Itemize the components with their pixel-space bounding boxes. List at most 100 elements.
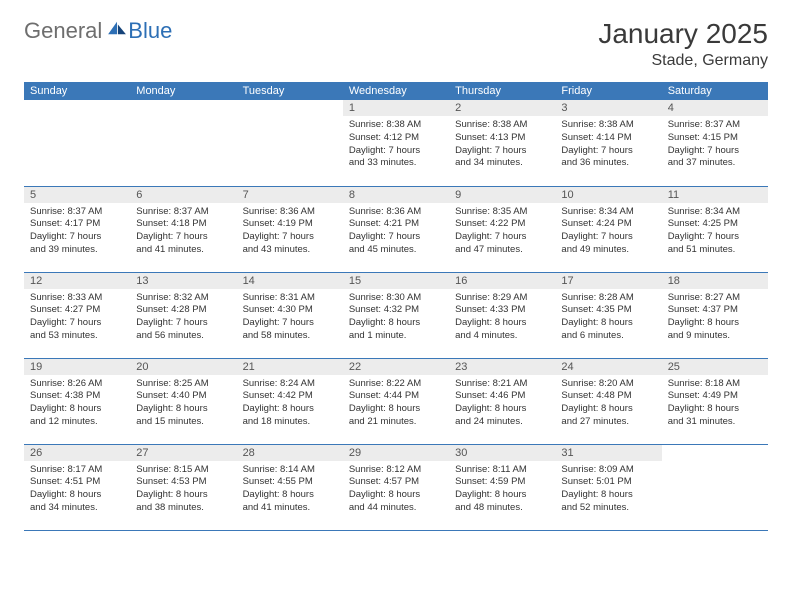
day-details: Sunrise: 8:35 AMSunset: 4:22 PMDaylight:… <box>449 203 555 261</box>
sunset-text: Sunset: 4:53 PM <box>136 476 230 489</box>
daylight1-text: Daylight: 7 hours <box>136 231 230 244</box>
weekday-header: Friday <box>555 82 661 100</box>
calendar-day-cell: 9Sunrise: 8:35 AMSunset: 4:22 PMDaylight… <box>449 186 555 272</box>
brand-text-2: Blue <box>128 18 172 44</box>
calendar-day-cell: 2Sunrise: 8:38 AMSunset: 4:13 PMDaylight… <box>449 100 555 186</box>
daylight1-text: Daylight: 7 hours <box>136 317 230 330</box>
day-number: 10 <box>555 187 661 203</box>
sunrise-text: Sunrise: 8:38 AM <box>561 119 655 132</box>
daylight1-text: Daylight: 8 hours <box>668 403 762 416</box>
day-details: Sunrise: 8:36 AMSunset: 4:21 PMDaylight:… <box>343 203 449 261</box>
daylight1-text: Daylight: 7 hours <box>30 231 124 244</box>
calendar-day-cell: 31Sunrise: 8:09 AMSunset: 5:01 PMDayligh… <box>555 444 661 530</box>
day-details: Sunrise: 8:25 AMSunset: 4:40 PMDaylight:… <box>130 375 236 433</box>
daylight2-text: and 18 minutes. <box>243 416 337 429</box>
sunset-text: Sunset: 4:32 PM <box>349 304 443 317</box>
day-details: Sunrise: 8:24 AMSunset: 4:42 PMDaylight:… <box>237 375 343 433</box>
sunset-text: Sunset: 4:35 PM <box>561 304 655 317</box>
sunset-text: Sunset: 4:30 PM <box>243 304 337 317</box>
daylight2-text: and 9 minutes. <box>668 330 762 343</box>
sunrise-text: Sunrise: 8:18 AM <box>668 378 762 391</box>
sunrise-text: Sunrise: 8:25 AM <box>136 378 230 391</box>
sunrise-text: Sunrise: 8:27 AM <box>668 292 762 305</box>
day-number: 7 <box>237 187 343 203</box>
daylight1-text: Daylight: 7 hours <box>349 145 443 158</box>
day-details: Sunrise: 8:09 AMSunset: 5:01 PMDaylight:… <box>555 461 661 519</box>
day-details: Sunrise: 8:28 AMSunset: 4:35 PMDaylight:… <box>555 289 661 347</box>
daylight2-text: and 58 minutes. <box>243 330 337 343</box>
day-number: 8 <box>343 187 449 203</box>
calendar-day-cell: 26Sunrise: 8:17 AMSunset: 4:51 PMDayligh… <box>24 444 130 530</box>
day-number: 9 <box>449 187 555 203</box>
calendar-table: Sunday Monday Tuesday Wednesday Thursday… <box>24 82 768 531</box>
daylight2-text: and 51 minutes. <box>668 244 762 257</box>
sunrise-text: Sunrise: 8:31 AM <box>243 292 337 305</box>
calendar-day-cell: 7Sunrise: 8:36 AMSunset: 4:19 PMDaylight… <box>237 186 343 272</box>
day-number: 16 <box>449 273 555 289</box>
calendar-day-cell: 25Sunrise: 8:18 AMSunset: 4:49 PMDayligh… <box>662 358 768 444</box>
daylight2-text: and 44 minutes. <box>349 502 443 515</box>
sunset-text: Sunset: 4:27 PM <box>30 304 124 317</box>
sunrise-text: Sunrise: 8:37 AM <box>30 206 124 219</box>
weekday-header: Monday <box>130 82 236 100</box>
sunset-text: Sunset: 4:48 PM <box>561 390 655 403</box>
daylight2-text: and 24 minutes. <box>455 416 549 429</box>
day-number: 14 <box>237 273 343 289</box>
daylight2-text: and 37 minutes. <box>668 157 762 170</box>
daylight2-text: and 34 minutes. <box>30 502 124 515</box>
sunrise-text: Sunrise: 8:12 AM <box>349 464 443 477</box>
daylight2-text: and 41 minutes. <box>136 244 230 257</box>
calendar-day-cell: 22Sunrise: 8:22 AMSunset: 4:44 PMDayligh… <box>343 358 449 444</box>
calendar-week-row: 1Sunrise: 8:38 AMSunset: 4:12 PMDaylight… <box>24 100 768 186</box>
day-number: 29 <box>343 445 449 461</box>
daylight1-text: Daylight: 7 hours <box>349 231 443 244</box>
sunset-text: Sunset: 4:49 PM <box>668 390 762 403</box>
calendar-day-cell: 10Sunrise: 8:34 AMSunset: 4:24 PMDayligh… <box>555 186 661 272</box>
sunrise-text: Sunrise: 8:11 AM <box>455 464 549 477</box>
daylight2-text: and 31 minutes. <box>668 416 762 429</box>
sunrise-text: Sunrise: 8:26 AM <box>30 378 124 391</box>
day-details: Sunrise: 8:20 AMSunset: 4:48 PMDaylight:… <box>555 375 661 433</box>
weekday-header-row: Sunday Monday Tuesday Wednesday Thursday… <box>24 82 768 100</box>
calendar-day-cell: 27Sunrise: 8:15 AMSunset: 4:53 PMDayligh… <box>130 444 236 530</box>
daylight2-text: and 39 minutes. <box>30 244 124 257</box>
calendar-day-cell: 28Sunrise: 8:14 AMSunset: 4:55 PMDayligh… <box>237 444 343 530</box>
daylight2-text: and 15 minutes. <box>136 416 230 429</box>
day-number: 4 <box>662 100 768 116</box>
daylight1-text: Daylight: 8 hours <box>668 317 762 330</box>
sunrise-text: Sunrise: 8:28 AM <box>561 292 655 305</box>
day-number: 21 <box>237 359 343 375</box>
daylight2-text: and 38 minutes. <box>136 502 230 515</box>
sunset-text: Sunset: 4:46 PM <box>455 390 549 403</box>
daylight1-text: Daylight: 8 hours <box>243 489 337 502</box>
calendar-day-cell: 16Sunrise: 8:29 AMSunset: 4:33 PMDayligh… <box>449 272 555 358</box>
daylight1-text: Daylight: 8 hours <box>30 489 124 502</box>
calendar-day-cell: 1Sunrise: 8:38 AMSunset: 4:12 PMDaylight… <box>343 100 449 186</box>
calendar-page: General Blue January 2025 Stade, Germany… <box>0 0 792 549</box>
calendar-week-row: 19Sunrise: 8:26 AMSunset: 4:38 PMDayligh… <box>24 358 768 444</box>
calendar-day-cell: 14Sunrise: 8:31 AMSunset: 4:30 PMDayligh… <box>237 272 343 358</box>
daylight1-text: Daylight: 8 hours <box>349 317 443 330</box>
sunrise-text: Sunrise: 8:14 AM <box>243 464 337 477</box>
daylight1-text: Daylight: 8 hours <box>349 403 443 416</box>
sunset-text: Sunset: 4:44 PM <box>349 390 443 403</box>
sunset-text: Sunset: 4:17 PM <box>30 218 124 231</box>
sunset-text: Sunset: 4:59 PM <box>455 476 549 489</box>
day-number: 12 <box>24 273 130 289</box>
calendar-day-cell: 4Sunrise: 8:37 AMSunset: 4:15 PMDaylight… <box>662 100 768 186</box>
daylight2-text: and 52 minutes. <box>561 502 655 515</box>
daylight1-text: Daylight: 8 hours <box>455 317 549 330</box>
day-details: Sunrise: 8:37 AMSunset: 4:15 PMDaylight:… <box>662 116 768 174</box>
day-details: Sunrise: 8:12 AMSunset: 4:57 PMDaylight:… <box>343 461 449 519</box>
daylight1-text: Daylight: 8 hours <box>561 317 655 330</box>
sunset-text: Sunset: 4:18 PM <box>136 218 230 231</box>
day-details: Sunrise: 8:22 AMSunset: 4:44 PMDaylight:… <box>343 375 449 433</box>
daylight1-text: Daylight: 7 hours <box>668 145 762 158</box>
title-block: January 2025 Stade, Germany <box>598 18 768 70</box>
day-number: 19 <box>24 359 130 375</box>
day-number: 5 <box>24 187 130 203</box>
location-label: Stade, Germany <box>598 52 768 70</box>
sunrise-text: Sunrise: 8:36 AM <box>349 206 443 219</box>
day-number: 30 <box>449 445 555 461</box>
daylight1-text: Daylight: 8 hours <box>136 403 230 416</box>
